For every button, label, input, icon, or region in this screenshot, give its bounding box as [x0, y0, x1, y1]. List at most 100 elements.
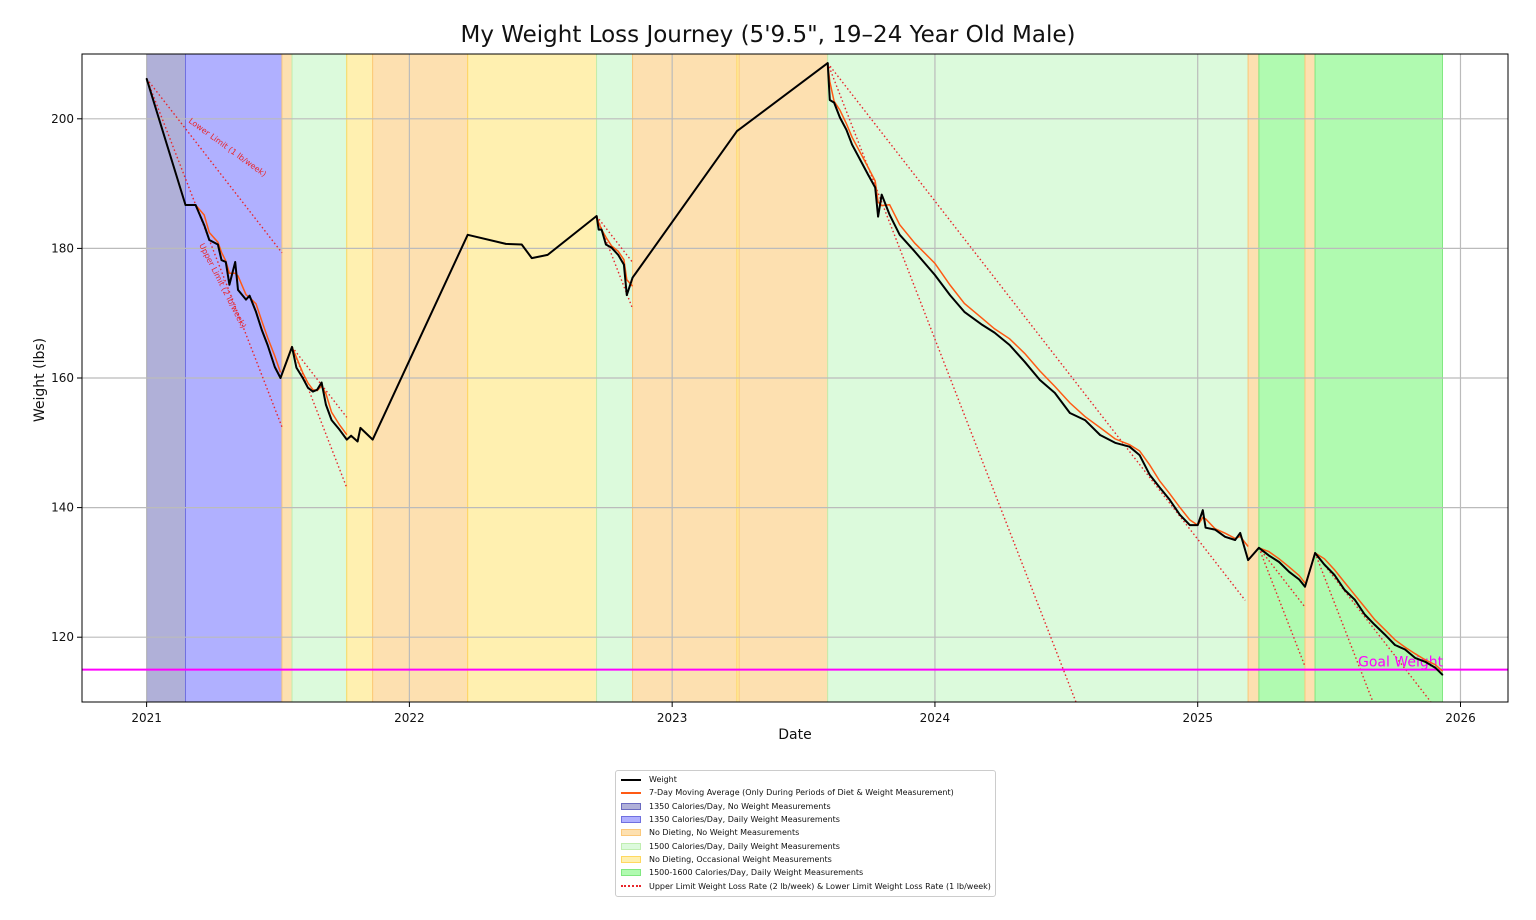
weight-point [1239, 532, 1241, 534]
weight-point [266, 344, 269, 346]
y-axis-label: Weight (lbs) [32, 337, 48, 423]
weight-point [1268, 554, 1270, 557]
legend-swatch [621, 829, 641, 837]
weight-point [145, 77, 148, 80]
weight-point [194, 204, 197, 206]
legend-item: Upper Limit Weight Loss Rate (2 lb/week)… [616, 879, 991, 892]
weight-point [1008, 344, 1011, 346]
weight-point [1224, 535, 1226, 538]
weight-point [1363, 613, 1366, 616]
x-tick-label: 2026 [1445, 711, 1476, 725]
weight-point [1084, 419, 1086, 421]
weight-point [1424, 661, 1427, 663]
weight-point [1148, 473, 1151, 476]
legend-item: Weight [616, 773, 991, 786]
weight-point [1323, 563, 1326, 566]
weight-point [1384, 633, 1386, 636]
weight-point [248, 294, 251, 297]
legend-label: 1500-1600 Calories/Day, Daily Weight Mea… [649, 868, 864, 878]
x-tick-label: 2025 [1182, 711, 1213, 725]
weight-point [1069, 412, 1071, 414]
weight-point [851, 143, 853, 146]
weight-point [1204, 526, 1207, 529]
y-tick-label: 200 [51, 112, 74, 126]
weight-point [316, 388, 319, 391]
lower-limit-rate-line [1258, 547, 1306, 608]
weight-point [371, 438, 374, 441]
plot-area: Lower Limit (1 lb/week)Upper Limit (2 lb… [82, 54, 1508, 702]
weight-point [302, 377, 304, 379]
legend-item: 7-Day Moving Average (Only During Period… [616, 786, 991, 799]
weight-point [208, 239, 211, 241]
weight-point [913, 250, 916, 253]
weight-point [1247, 559, 1249, 561]
weight-point [1023, 361, 1026, 363]
weight-point [1304, 585, 1306, 588]
weight-point [530, 257, 533, 259]
legend-swatch [621, 778, 641, 781]
weight-point [1288, 570, 1290, 573]
weight-point [312, 390, 314, 393]
weight-point [273, 366, 276, 368]
weight-point [307, 386, 309, 389]
weight-point [1214, 528, 1216, 531]
weight-point [874, 186, 876, 189]
weight-point [345, 438, 348, 441]
weight-point [610, 246, 613, 249]
lower-limit-rate-line [596, 215, 634, 263]
weight-point [880, 193, 883, 196]
weight-point [466, 233, 469, 236]
chart-title: My Weight Loss Journey (5'9.5", 19–24 Ye… [460, 22, 1076, 48]
weight-point [1168, 499, 1171, 501]
weight-point [245, 298, 247, 301]
weight-point [626, 294, 628, 296]
weight-point [338, 429, 341, 431]
weight-point [330, 419, 333, 421]
legend-item: No Dieting, Occasional Weight Measuremen… [616, 853, 991, 866]
weight-point [359, 427, 362, 429]
weight-point [981, 324, 984, 326]
weight-point [829, 99, 831, 101]
weight-point [184, 204, 187, 206]
weight-point [1414, 657, 1416, 659]
weight-point [1178, 513, 1181, 516]
legend-swatch [621, 792, 641, 794]
weight-point [1441, 673, 1444, 676]
weight-point [867, 173, 869, 176]
legend-item: 1500-1600 Calories/Day, Daily Weight Mea… [616, 866, 991, 879]
weight-point [839, 116, 841, 119]
x-tick-label: 2023 [657, 711, 688, 725]
weight-point [325, 403, 327, 406]
weight-point [546, 254, 549, 256]
y-tick-label: 180 [51, 241, 74, 255]
weight-point [595, 215, 598, 217]
weight-point [1353, 598, 1356, 601]
legend-label: 1350 Calories/Day, No Weight Measurement… [649, 801, 831, 811]
legend-label: 7-Day Moving Average (Only During Period… [649, 788, 954, 798]
weight-point [295, 366, 298, 369]
legend-item: 1350 Calories/Day, Daily Weight Measurem… [616, 813, 991, 826]
weight-point [623, 263, 625, 266]
legend-item: No Dieting, No Weight Measurements [616, 826, 991, 839]
weight-point [320, 381, 323, 384]
weight-point [237, 289, 239, 291]
lower-limit-rate-line [291, 346, 348, 418]
legend-item: 1500 Calories/Day, Daily Weight Measurem… [616, 839, 991, 852]
weight-point [1298, 578, 1301, 581]
weight-point [934, 274, 936, 276]
weight-point [1258, 546, 1260, 549]
weight-point [1343, 589, 1346, 591]
weight-point [1099, 434, 1101, 436]
weight-line [145, 62, 1444, 676]
lower-limit-rate-line [146, 78, 283, 254]
weight-point [963, 311, 966, 313]
weight-point [520, 243, 523, 246]
weight-point [217, 243, 219, 246]
weight-point [220, 259, 223, 261]
weight-point [736, 130, 738, 132]
weight-point [600, 228, 603, 231]
legend-label: Weight [649, 775, 677, 785]
legend-swatch [621, 869, 641, 877]
legend: Weight 7-Day Moving Average (Only During … [615, 770, 996, 897]
weight-point [617, 254, 619, 256]
